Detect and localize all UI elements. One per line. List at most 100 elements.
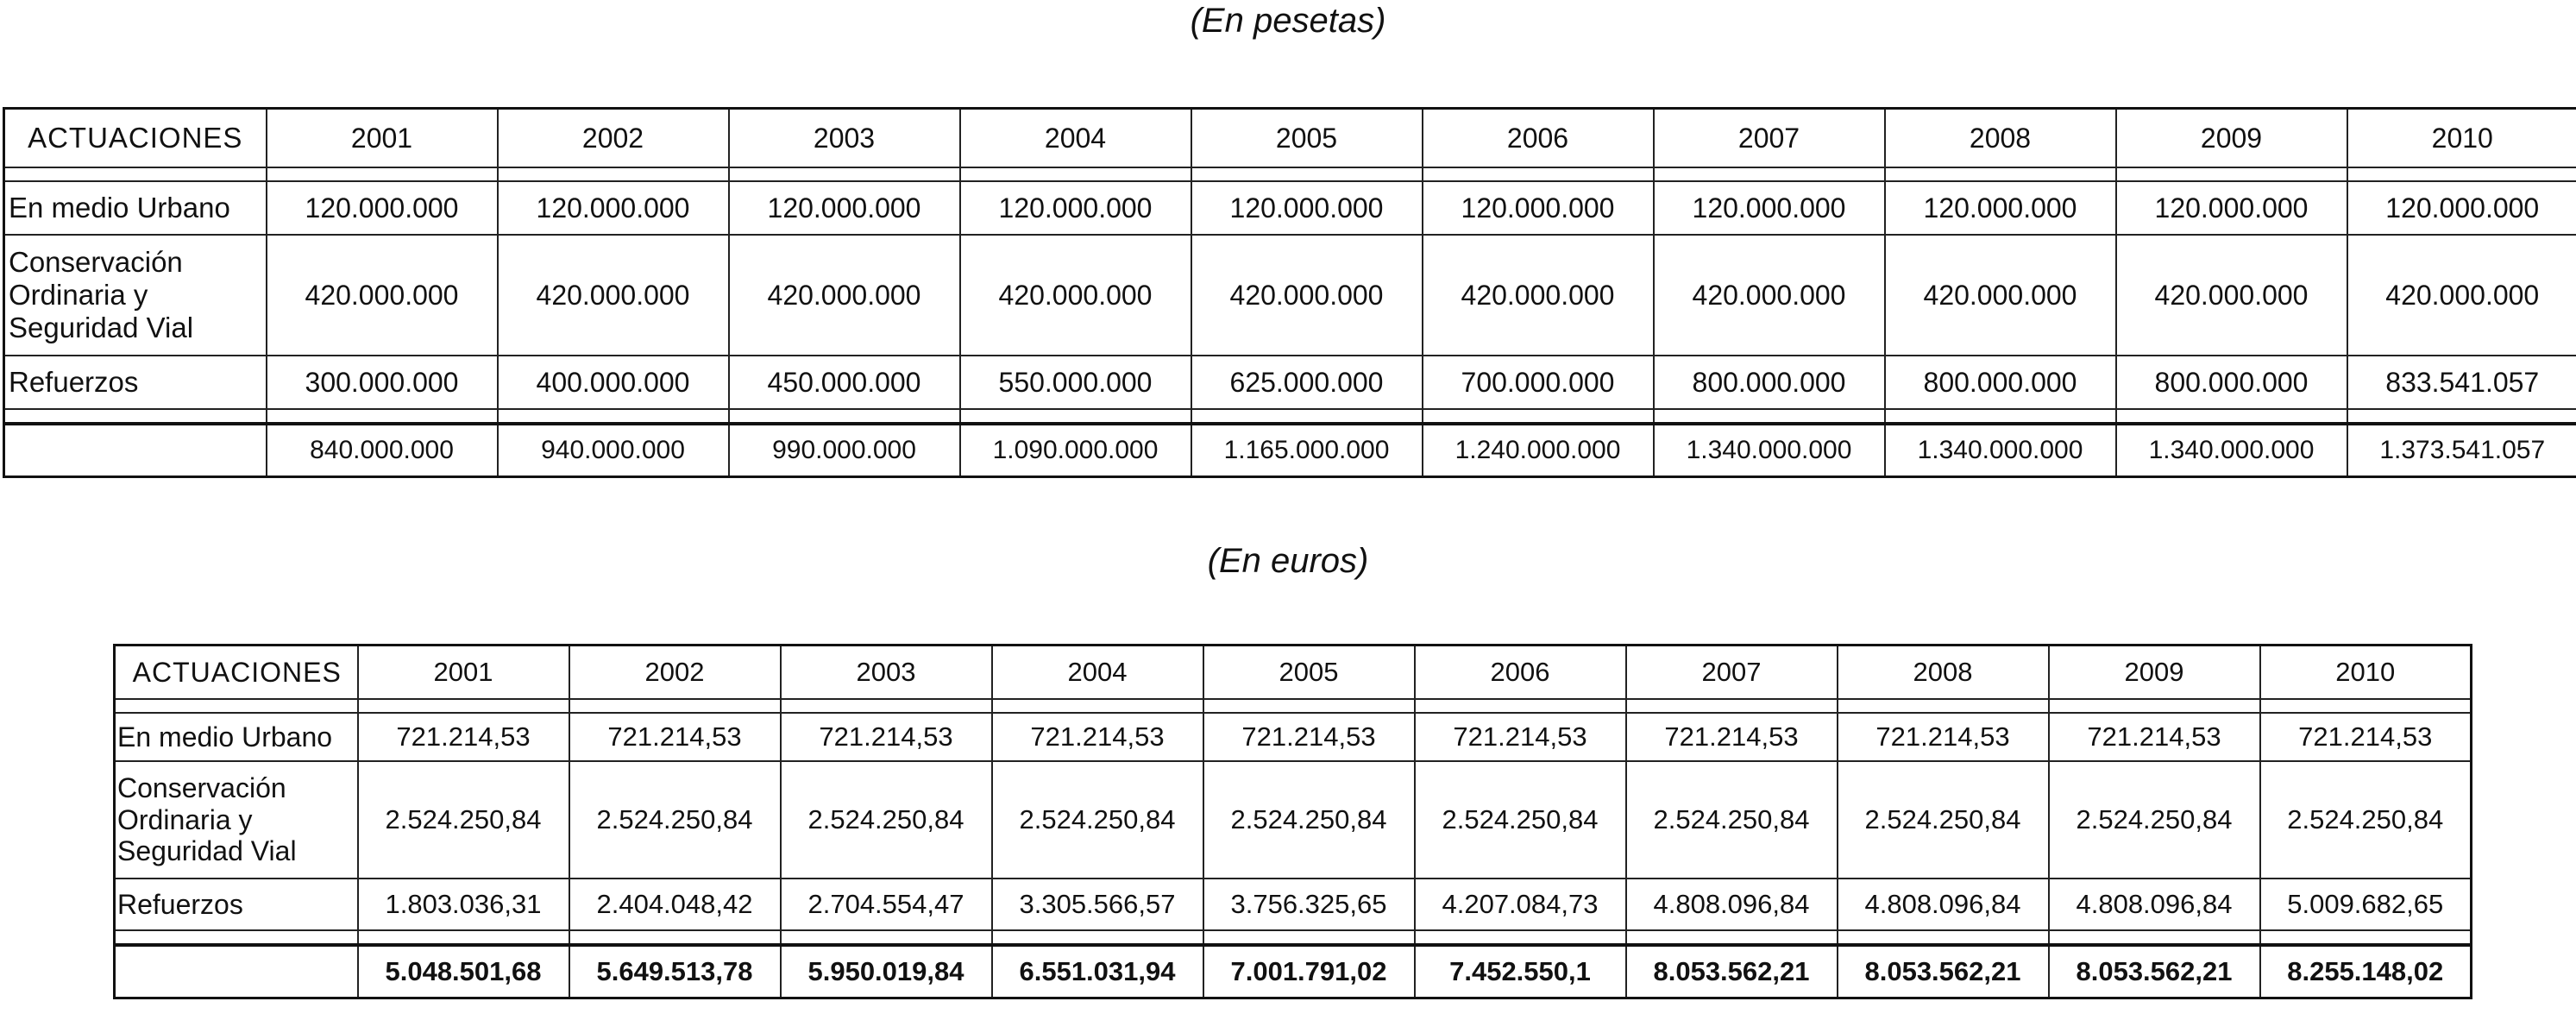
totals-label-cell (3, 422, 267, 478)
value-cell: 120.000.000 (727, 180, 961, 236)
value-cell: 4.808.096,84 (2047, 878, 2261, 931)
value-cell: 3.305.566,57 (990, 878, 1204, 931)
value-cell: 420.000.000 (958, 234, 1192, 356)
column-header-year: 2001 (356, 644, 570, 700)
total-cell: 5.950.019,84 (779, 943, 993, 999)
value-cell: 420.000.000 (727, 234, 961, 356)
euros-caption: (En euros) (1207, 542, 1369, 580)
table-row: Refuerzos 300.000.000 400.000.000 450.000.0… (3, 355, 2576, 410)
value-cell: 833.541.057 (2346, 355, 2576, 410)
spacer-cell (265, 408, 499, 425)
total-cell: 8.053.562,21 (1624, 943, 1838, 999)
column-header-year: 2005 (1190, 107, 1423, 168)
column-header-year: 2003 (727, 107, 961, 168)
value-cell: 2.524.250,84 (568, 760, 782, 879)
value-cell: 420.000.000 (496, 234, 730, 356)
spacer-cell (1202, 929, 1416, 946)
spacer-cell (1883, 408, 2117, 425)
spacer-cell (1652, 408, 1886, 425)
value-cell: 420.000.000 (2346, 234, 2576, 356)
table-header-row: ACTUACIONES 2001 2002 2003 2004 2005 2006 2007 2… (3, 107, 2576, 168)
spacer-cell (2047, 929, 2261, 946)
value-cell: 2.524.250,84 (2259, 760, 2472, 879)
value-cell: 4.207.084,73 (1413, 878, 1627, 931)
euros-table: ACTUACIONES 2001 2002 2003 2004 2005 2006 2007 2… (113, 644, 2472, 999)
value-cell: 2.404.048,42 (568, 878, 782, 931)
totals-row: 5.048.501,68 5.649.513,78 5.950.019,84 6.55… (113, 943, 2472, 999)
value-cell: 2.524.250,84 (356, 760, 570, 879)
value-cell: 420.000.000 (1190, 234, 1423, 356)
column-header-actuaciones: ACTUACIONES (113, 644, 359, 700)
spacer-cell (356, 698, 570, 714)
totals-row: 840.000.000 940.000.000 990.000.000 1.090.0… (3, 422, 2576, 478)
value-cell: 3.756.325,65 (1202, 878, 1416, 931)
value-cell: 721.214,53 (1624, 712, 1838, 762)
spacer-cell (356, 929, 570, 946)
value-cell: 721.214,53 (2047, 712, 2261, 762)
pesetas-table: ACTUACIONES 2001 2002 2003 2004 2005 2006 2007 2… (3, 107, 2576, 478)
value-cell: 2.524.250,84 (990, 760, 1204, 879)
value-cell: 721.214,53 (1413, 712, 1627, 762)
value-cell: 120.000.000 (1883, 180, 2117, 236)
spacer-cell (2114, 408, 2348, 425)
column-header-year: 2004 (958, 107, 1192, 168)
value-cell: 4.808.096,84 (1836, 878, 2050, 931)
spacer-row (3, 408, 2576, 425)
value-cell: 2.524.250,84 (2047, 760, 2261, 879)
value-cell: 721.214,53 (1202, 712, 1416, 762)
spacer-row (113, 698, 2472, 714)
spacer-cell (1421, 408, 1655, 425)
table-row: Conservación Ordinaria y Seguridad Vial 4… (3, 234, 2576, 356)
column-header-year: 2010 (2346, 107, 2576, 168)
value-cell: 721.214,53 (2259, 712, 2472, 762)
column-header-year: 2005 (1202, 644, 1416, 700)
spacer-cell (958, 167, 1192, 182)
spacer-cell (1190, 408, 1423, 425)
total-cell: 940.000.000 (496, 422, 730, 478)
total-cell: 6.551.031,94 (990, 943, 1204, 999)
value-cell: 420.000.000 (265, 234, 499, 356)
row-label: Conservación Ordinaria y Seguridad Vial (113, 760, 359, 879)
column-header-year: 2003 (779, 644, 993, 700)
value-cell: 420.000.000 (2114, 234, 2348, 356)
value-cell: 400.000.000 (496, 355, 730, 410)
value-cell: 700.000.000 (1421, 355, 1655, 410)
column-header-year: 2009 (2114, 107, 2348, 168)
value-cell: 120.000.000 (958, 180, 1192, 236)
column-header-year: 2002 (496, 107, 730, 168)
table-row: Refuerzos 1.803.036,31 2.404.048,42 2.704.5… (113, 878, 2472, 931)
value-cell: 721.214,53 (1836, 712, 2050, 762)
spacer-cell (2114, 167, 2348, 182)
spacer-cell (265, 167, 499, 182)
spacer-cell (2047, 698, 2261, 714)
total-cell: 8.053.562,21 (2047, 943, 2261, 999)
value-cell: 4.808.096,84 (1624, 878, 1838, 931)
value-cell: 721.214,53 (356, 712, 570, 762)
column-header-year: 2004 (990, 644, 1204, 700)
spacer-cell (496, 167, 730, 182)
column-header-year: 2008 (1883, 107, 2117, 168)
column-header-year: 2002 (568, 644, 782, 700)
value-cell: 625.000.000 (1190, 355, 1423, 410)
spacer-cell (727, 408, 961, 425)
value-cell: 1.803.036,31 (356, 878, 570, 931)
row-label: En medio Urbano (3, 180, 267, 236)
value-cell: 721.214,53 (779, 712, 993, 762)
spacer-cell (2346, 408, 2576, 425)
value-cell: 800.000.000 (2114, 355, 2348, 410)
value-cell: 420.000.000 (1421, 234, 1655, 356)
total-cell: 7.452.550,1 (1413, 943, 1627, 999)
spacer-cell (3, 408, 267, 425)
column-header-year: 2009 (2047, 644, 2261, 700)
total-cell: 1.165.000.000 (1190, 422, 1423, 478)
value-cell: 2.524.250,84 (1202, 760, 1416, 879)
value-cell: 120.000.000 (1652, 180, 1886, 236)
value-cell: 2.704.554,47 (779, 878, 993, 931)
value-cell: 450.000.000 (727, 355, 961, 410)
column-header-year: 2006 (1413, 644, 1627, 700)
spacer-cell (779, 698, 993, 714)
column-header-year: 2001 (265, 107, 499, 168)
spacer-cell (1421, 167, 1655, 182)
value-cell: 120.000.000 (1421, 180, 1655, 236)
column-header-year: 2008 (1836, 644, 2050, 700)
